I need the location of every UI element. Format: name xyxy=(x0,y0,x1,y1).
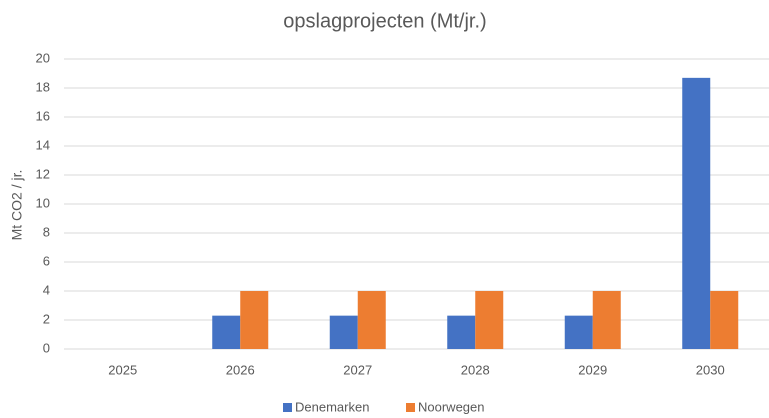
legend-swatch xyxy=(406,403,415,412)
y-tick-label: 8 xyxy=(43,224,50,239)
y-tick-label: 0 xyxy=(43,340,50,355)
bar xyxy=(564,315,593,349)
y-tick-label: 20 xyxy=(36,50,50,65)
bar xyxy=(329,315,358,349)
y-axis-label: Mt CO2 / jr. xyxy=(9,170,25,241)
x-tick-label: 2030 xyxy=(696,362,725,377)
y-tick-label: 16 xyxy=(36,108,50,123)
x-tick-label: 2026 xyxy=(226,362,255,377)
y-tick-label: 12 xyxy=(36,166,50,181)
bar xyxy=(682,77,711,349)
bar xyxy=(447,315,476,349)
bar xyxy=(240,291,269,349)
x-tick-label: 2025 xyxy=(108,362,137,377)
y-tick-label: 2 xyxy=(43,311,50,326)
legend-label: Noorwegen xyxy=(418,399,485,414)
x-tick-label: 2029 xyxy=(578,362,607,377)
bar xyxy=(710,291,739,349)
bar xyxy=(212,315,241,349)
y-tick-label: 10 xyxy=(36,195,50,210)
x-tick-label: 2027 xyxy=(343,362,372,377)
y-tick-label: 4 xyxy=(43,282,50,297)
bar xyxy=(475,291,504,349)
y-tick-label: 6 xyxy=(43,253,50,268)
y-tick-label: 18 xyxy=(36,79,50,94)
x-tick-label: 2028 xyxy=(461,362,490,377)
legend-swatch xyxy=(283,403,292,412)
chart-title: opslagprojecten (Mt/jr.) xyxy=(283,10,486,32)
y-tick-label: 14 xyxy=(36,137,50,152)
bar xyxy=(357,291,386,349)
legend-label: Denemarken xyxy=(295,399,369,414)
bar xyxy=(592,291,621,349)
